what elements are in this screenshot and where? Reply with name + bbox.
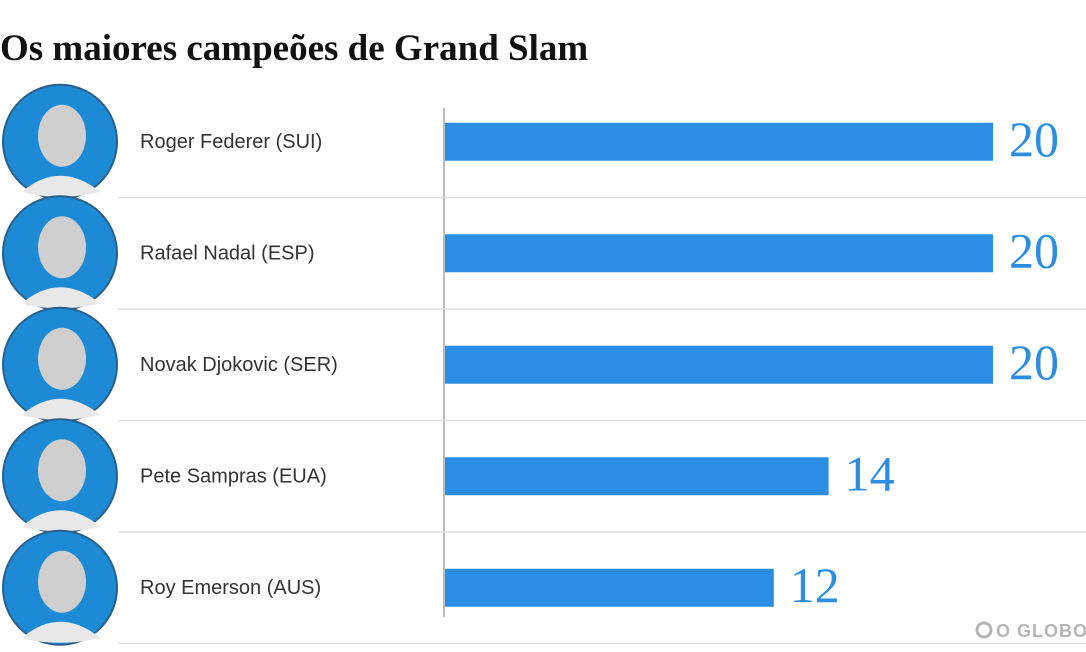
category-label: Novak Djokovic (SER)	[140, 354, 338, 376]
photo-shoulders	[22, 510, 100, 532]
bar	[445, 345, 993, 384]
bar	[445, 568, 774, 607]
value-label: 14	[845, 446, 895, 502]
bar	[445, 122, 993, 161]
category-label: Roger Federer (SUI)	[140, 131, 322, 153]
bar	[445, 234, 993, 273]
value-label: 12	[790, 557, 840, 613]
value-label: 20	[1009, 111, 1059, 167]
source: O GLOBO	[996, 621, 1086, 641]
category-label: Rafael Nadal (ESP)	[140, 243, 315, 265]
category-label: Roy Emerson (AUS)	[140, 577, 321, 599]
photo-shoulders	[22, 287, 100, 309]
photo-shoulders	[22, 398, 100, 420]
photo-face	[38, 327, 86, 390]
chart-title: Os maiores campeões de Grand Slam	[0, 28, 588, 69]
value-label: 20	[1009, 334, 1059, 390]
photo-shoulders	[22, 175, 100, 197]
logo	[975, 621, 993, 639]
photo-face	[38, 216, 86, 279]
photo-face	[38, 104, 86, 167]
bar	[445, 457, 829, 496]
photo-face	[38, 550, 86, 613]
photo-shoulders	[22, 621, 100, 643]
photo-face	[38, 439, 86, 502]
category-label: Pete Sampras (EUA)	[140, 466, 327, 488]
value-label: 20	[1009, 223, 1059, 279]
